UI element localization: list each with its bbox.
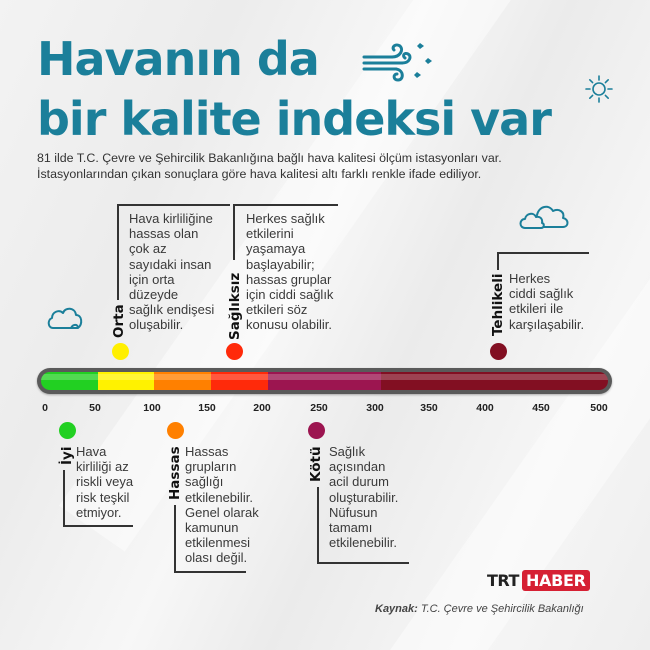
tick-300: 300 bbox=[366, 402, 384, 414]
aqi-scale-bar bbox=[37, 368, 612, 394]
category-label-iyi: İyi bbox=[59, 446, 75, 465]
description-line: Herkes bbox=[509, 271, 551, 286]
description-line: başlayabilir; bbox=[246, 256, 315, 272]
subtitle: 81 ilde T.C. Çevre ve Şehircilik Bakanlı… bbox=[37, 150, 637, 182]
description-line: etkilerini bbox=[246, 226, 294, 242]
hassas-description: Hassas grupların sağlığı etkilenebilir. … bbox=[185, 444, 259, 566]
logo-trt: TRT bbox=[487, 571, 519, 590]
description-line: sayıdaki insan bbox=[129, 256, 212, 272]
segment-orta bbox=[97, 372, 155, 390]
source-credit: Kaynak: T.C. Çevre ve Şehircilik Bakanlı… bbox=[375, 603, 584, 615]
description-line: etkilenebilir. bbox=[329, 535, 397, 551]
orta-bracket bbox=[117, 204, 230, 300]
description-line: kamunun bbox=[185, 520, 239, 536]
category-label-kotu: Kötü bbox=[308, 446, 324, 482]
description-line: Herkes sağlık bbox=[246, 211, 325, 226]
kotu-dot bbox=[308, 422, 325, 439]
source-label: Kaynak: bbox=[375, 603, 418, 615]
category-label-sagliksiz: Sağlıksız bbox=[227, 272, 243, 340]
description-line: düzeyde bbox=[129, 287, 179, 303]
description-line: kirliliği az bbox=[76, 459, 129, 475]
subtitle-line-1: 81 ilde T.C. Çevre ve Şehircilik Bakanlı… bbox=[37, 151, 502, 165]
description-line: karşılaşabilir. bbox=[509, 316, 585, 332]
kotu-description: Sağlık açısından acil durum oluşturabili… bbox=[329, 444, 398, 550]
description-line: oluşturabilir. bbox=[329, 489, 399, 505]
tick-450: 450 bbox=[532, 402, 550, 414]
tehlikeli-dot bbox=[490, 343, 507, 360]
tick-500: 500 bbox=[590, 402, 608, 414]
wind-icon bbox=[362, 43, 432, 82]
subtitle-line-2: İstasyonlarından çıkan sonuçlara göre ha… bbox=[37, 167, 482, 181]
tick-400: 400 bbox=[476, 402, 494, 414]
description-line: tamamı bbox=[329, 520, 373, 536]
description-line: hassas olan bbox=[129, 226, 199, 242]
page-title-line-2: bir kalite indeksi var bbox=[37, 92, 552, 146]
segment-tehlikeli bbox=[381, 372, 608, 390]
description-line: Sağlık bbox=[329, 444, 366, 459]
description-line: etkilenebilir. bbox=[185, 489, 253, 505]
kotu-bracket bbox=[317, 487, 409, 564]
hassas-bracket bbox=[174, 505, 246, 573]
tehlikeli-description: Herkes ciddi sağlık etkileri ile karşıla… bbox=[509, 271, 584, 332]
category-label-tehlikeli: Tehlikeli bbox=[490, 273, 506, 336]
aqi-scale-segments bbox=[41, 372, 608, 390]
description-line: risk teşkil bbox=[76, 489, 130, 505]
description-line: Hava bbox=[76, 444, 107, 459]
description-line: için orta bbox=[129, 271, 175, 287]
iyi-description: Hava kirliliği az riskli veya risk teşki… bbox=[76, 444, 133, 520]
logo-haber: HABER bbox=[521, 570, 590, 591]
description-line: Hava kirliliğine bbox=[129, 211, 213, 226]
segment-iyi bbox=[41, 372, 98, 390]
category-label-orta: Orta bbox=[111, 304, 127, 338]
description-line: çok az bbox=[129, 241, 167, 257]
description-line: riskli veya bbox=[76, 474, 134, 490]
cloud-icon bbox=[47, 307, 83, 329]
description-line: konusu olabilir. bbox=[246, 317, 332, 333]
description-line: oluşabilir. bbox=[129, 317, 184, 333]
source-text: T.C. Çevre ve Şehircilik Bakanlığı bbox=[420, 603, 584, 615]
iyi-bracket bbox=[63, 470, 133, 527]
description-line: ciddi sağlık bbox=[509, 286, 574, 302]
description-line: acil durum bbox=[329, 474, 389, 490]
description-line: etkileri ile bbox=[509, 301, 564, 317]
sun-icon bbox=[585, 75, 613, 103]
orta-dot bbox=[112, 343, 129, 360]
orta-description: Hava kirliliğine hassas olan çok az sayı… bbox=[129, 211, 214, 333]
description-line: etkileri söz bbox=[246, 302, 308, 318]
segment-hassas bbox=[154, 372, 212, 390]
trt-haber-logo: TRT HABER bbox=[487, 570, 590, 591]
tick-100: 100 bbox=[143, 402, 161, 414]
description-line: Nüfusun bbox=[329, 504, 378, 520]
clouds-icon bbox=[519, 205, 569, 229]
description-line: olası değil. bbox=[185, 550, 248, 566]
tick-350: 350 bbox=[420, 402, 438, 414]
description-line: grupların bbox=[185, 459, 237, 475]
tick-200: 200 bbox=[253, 402, 271, 414]
iyi-dot bbox=[59, 422, 76, 439]
description-line: açısından bbox=[329, 459, 386, 475]
description-line: sağlık endişesi bbox=[129, 302, 215, 318]
tick-150: 150 bbox=[198, 402, 216, 414]
tick-0: 0 bbox=[42, 402, 48, 414]
sagliksiz-bracket bbox=[233, 204, 338, 260]
description-line: etkilenmesi bbox=[185, 535, 251, 551]
tick-50: 50 bbox=[89, 402, 101, 414]
sagliksiz-description: Herkes sağlık etkilerini yaşamaya başlay… bbox=[246, 211, 333, 333]
hassas-dot bbox=[167, 422, 184, 439]
description-line: için ciddi sağlık bbox=[246, 287, 334, 303]
description-line: Genel olarak bbox=[185, 504, 259, 520]
description-line: sağlığı bbox=[185, 474, 224, 490]
sagliksiz-dot bbox=[226, 343, 243, 360]
description-line: Hassas bbox=[185, 444, 229, 459]
description-line: etmiyor. bbox=[76, 504, 122, 520]
description-line: yaşamaya bbox=[246, 241, 306, 257]
tick-250: 250 bbox=[310, 402, 328, 414]
page-title-line-1: Havanın da bbox=[37, 32, 320, 86]
segment-kotu bbox=[267, 372, 382, 390]
segment-sagliksiz bbox=[211, 372, 268, 390]
tehlikeli-bracket bbox=[497, 252, 589, 270]
category-label-hassas: Hassas bbox=[167, 446, 183, 500]
description-line: hassas gruplar bbox=[246, 271, 332, 287]
